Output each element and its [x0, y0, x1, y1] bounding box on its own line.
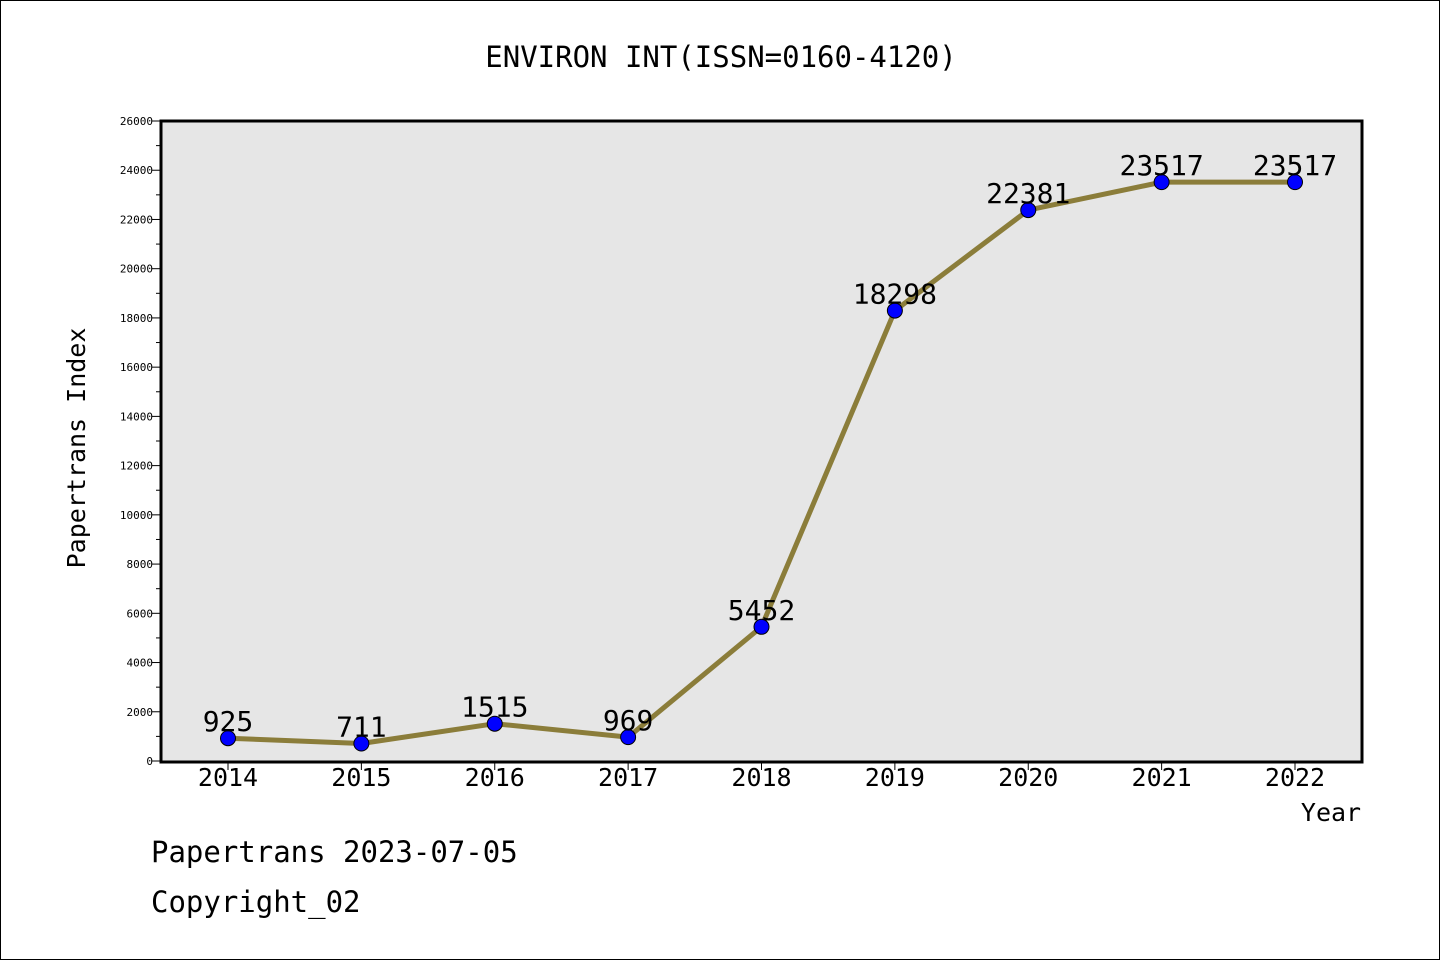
- data-points: [220, 174, 1303, 752]
- data-point: [353, 735, 370, 752]
- data-point: [486, 715, 503, 732]
- y-tick-label: 0: [146, 755, 153, 768]
- plot-border: [159, 119, 1364, 764]
- footer-copyright: Copyright_02: [151, 885, 361, 919]
- y-tick-label: 20000: [120, 263, 153, 276]
- x-tick-label: 2017: [598, 763, 658, 792]
- data-point: [886, 302, 903, 319]
- y-tick-label: 6000: [127, 607, 154, 620]
- x-tick-label: 2021: [1132, 763, 1192, 792]
- footer-date: Papertrans 2023-07-05: [151, 835, 518, 869]
- x-tick-label: 2020: [998, 763, 1058, 792]
- x-tick-label: 2019: [865, 763, 925, 792]
- x-tick-label: 2014: [198, 763, 258, 792]
- y-tick-label: 12000: [120, 460, 153, 473]
- data-labels: 925 711 1515 969 5452 18298 22381 23517 23517: [203, 149, 1337, 743]
- data-point: [1020, 202, 1037, 219]
- plot-area: [161, 121, 1362, 762]
- x-tick-label: 2015: [331, 763, 391, 792]
- data-label: 925: [203, 705, 254, 738]
- y-tick-label: 8000: [127, 558, 154, 571]
- y-tick-label: 22000: [120, 213, 153, 226]
- x-tick-label: 2022: [1265, 763, 1325, 792]
- y-tick-label: 10000: [120, 509, 153, 522]
- y-tick-label: 16000: [120, 361, 153, 374]
- y-tick-label: 18000: [120, 312, 153, 325]
- data-point: [220, 730, 236, 747]
- data-point: [1287, 174, 1303, 191]
- data-point: [620, 729, 637, 746]
- data-point: [753, 618, 770, 635]
- data-label: 23517: [1253, 149, 1337, 182]
- y-tick-label: 2000: [127, 706, 154, 719]
- x-tick-label: 2018: [731, 763, 791, 792]
- data-label: 969: [603, 704, 654, 737]
- data-label: 5452: [728, 594, 795, 627]
- data-label: 18298: [853, 278, 937, 311]
- data-label: 23517: [1119, 149, 1203, 182]
- data-label: 22381: [986, 177, 1070, 210]
- y-tick-label: 24000: [120, 164, 153, 177]
- y-tick-label: 14000: [120, 410, 153, 423]
- chart-title: ENVIRON INT(ISSN=0160-4120): [485, 40, 956, 74]
- y-axis-label: Papertrans Index: [62, 328, 91, 569]
- x-axis: 2014 2015 2016 2017 2018 2019 2020 2021 2022: [198, 761, 1325, 792]
- y-tick-label: 26000: [120, 115, 153, 128]
- data-label: 1515: [461, 691, 528, 724]
- y-tick-label: 4000: [127, 657, 154, 670]
- x-axis-label: Year: [1301, 798, 1361, 827]
- data-point: [1153, 174, 1170, 191]
- x-tick-label: 2016: [465, 763, 525, 792]
- y-axis: 0 2000 4000 6000 8000 10000 12000 14000 16000 180…: [120, 115, 161, 768]
- data-label: 711: [336, 710, 387, 743]
